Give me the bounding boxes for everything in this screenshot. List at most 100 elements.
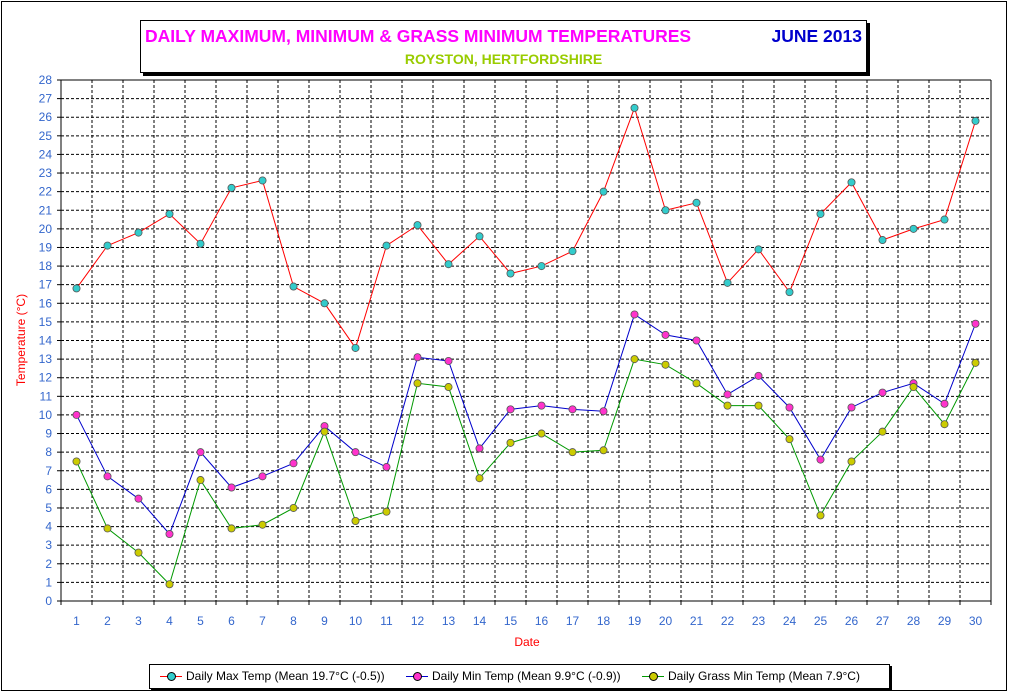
data-point-max (413, 221, 422, 230)
x-tick-label: 11 (380, 614, 393, 628)
x-tick-label: 13 (442, 614, 456, 628)
data-point-grass (940, 420, 949, 429)
legend-item-min: Daily Min Temp (Mean 9.9°C (-0.9)) (406, 669, 621, 683)
chart-legend: Daily Max Temp (Mean 19.7°C (-0.5)) Dail… (149, 664, 890, 689)
x-tick-label: 10 (349, 614, 363, 628)
legend-label-grass: Daily Grass Min Temp (Mean 7.9°C) (668, 669, 860, 683)
x-tick-label: 27 (876, 614, 890, 628)
chart-title: DAILY MAXIMUM, MINIMUM & GRASS MINIMUM T… (145, 26, 692, 46)
x-tick-label: 17 (566, 614, 580, 628)
data-point-max (940, 215, 949, 224)
x-tick-label: 25 (814, 614, 828, 628)
data-point-min (599, 407, 608, 416)
y-tick-label: 7 (45, 464, 52, 478)
data-point-max (134, 228, 143, 237)
data-point-grass (847, 457, 856, 466)
legend-marker-grass (642, 670, 664, 682)
data-point-max (537, 262, 546, 271)
y-tick-label: 19 (39, 240, 53, 254)
y-tick-label: 10 (39, 408, 53, 422)
data-point-min (940, 399, 949, 408)
y-tick-label: 1 (45, 575, 52, 589)
data-point-min (382, 463, 391, 472)
legend-marker-max (160, 670, 182, 682)
data-point-max (723, 278, 732, 287)
x-tick-label: 24 (783, 614, 797, 628)
x-tick-label: 7 (259, 614, 266, 628)
data-point-min (537, 401, 546, 410)
y-axis-label: Temperature (°C) (14, 294, 28, 386)
y-tick-label: 3 (45, 538, 52, 552)
data-point-max (103, 241, 112, 250)
y-tick-label: 0 (45, 594, 52, 608)
y-tick-label: 25 (39, 129, 53, 143)
data-point-max (568, 247, 577, 256)
data-point-min (351, 448, 360, 457)
y-tick-label: 5 (45, 501, 52, 515)
data-point-grass (165, 580, 174, 589)
x-tick-label: 2 (104, 614, 111, 628)
data-point-grass (475, 474, 484, 483)
data-point-min (475, 444, 484, 453)
data-point-max (847, 178, 856, 187)
data-point-min (72, 410, 81, 419)
x-tick-label: 30 (969, 614, 983, 628)
data-point-min (289, 459, 298, 468)
y-tick-label: 2 (45, 557, 52, 571)
x-tick-label: 22 (721, 614, 735, 628)
data-point-max (289, 282, 298, 291)
x-tick-label: 20 (659, 614, 673, 628)
data-point-max (599, 187, 608, 196)
series-grass (72, 355, 980, 589)
y-tick-label: 12 (39, 371, 53, 385)
data-point-grass (134, 548, 143, 557)
y-tick-label: 24 (39, 147, 53, 161)
x-tick-label: 12 (411, 614, 425, 628)
y-tick-label: 14 (39, 334, 53, 348)
data-point-min (413, 353, 422, 362)
x-tick-label: 1 (73, 614, 80, 628)
data-point-min (754, 371, 763, 380)
data-point-min (196, 448, 205, 457)
data-point-min (227, 483, 236, 492)
data-point-max (630, 103, 639, 112)
chart-grid (60, 79, 992, 602)
data-point-max (196, 239, 205, 248)
legend-label-min: Daily Min Temp (Mean 9.9°C (-0.9)) (432, 669, 621, 683)
data-point-min (444, 356, 453, 365)
y-tick-label: 15 (39, 315, 53, 329)
data-point-min (971, 319, 980, 328)
data-point-grass (506, 438, 515, 447)
data-point-max (661, 206, 670, 215)
data-point-grass (878, 427, 887, 436)
y-tick-label: 9 (45, 427, 52, 441)
legend-item-max: Daily Max Temp (Mean 19.7°C (-0.5)) (160, 669, 385, 683)
data-point-max (506, 269, 515, 278)
data-point-grass (785, 435, 794, 444)
y-tick-label: 4 (45, 520, 52, 534)
data-point-grass (289, 503, 298, 512)
x-tick-label: 28 (907, 614, 921, 628)
data-point-max (785, 288, 794, 297)
data-point-max (165, 209, 174, 218)
y-tick-label: 28 (39, 73, 53, 87)
y-tick-label: 17 (39, 278, 53, 292)
y-tick-label: 23 (39, 166, 53, 180)
data-point-max (351, 343, 360, 352)
data-point-grass (661, 360, 670, 369)
data-point-min (816, 455, 825, 464)
data-point-min (692, 336, 701, 345)
data-point-max (227, 183, 236, 192)
data-point-min (568, 405, 577, 414)
series-line-grass (76, 358, 976, 586)
legend-marker-min (406, 670, 428, 682)
x-tick-label: 21 (690, 614, 704, 628)
data-point-grass (909, 383, 918, 392)
data-point-grass (754, 401, 763, 410)
data-point-min (723, 390, 732, 399)
y-tick-label: 13 (39, 352, 53, 366)
x-tick-label: 26 (845, 614, 859, 628)
x-tick-label: 23 (752, 614, 766, 628)
x-tick-label: 16 (535, 614, 549, 628)
